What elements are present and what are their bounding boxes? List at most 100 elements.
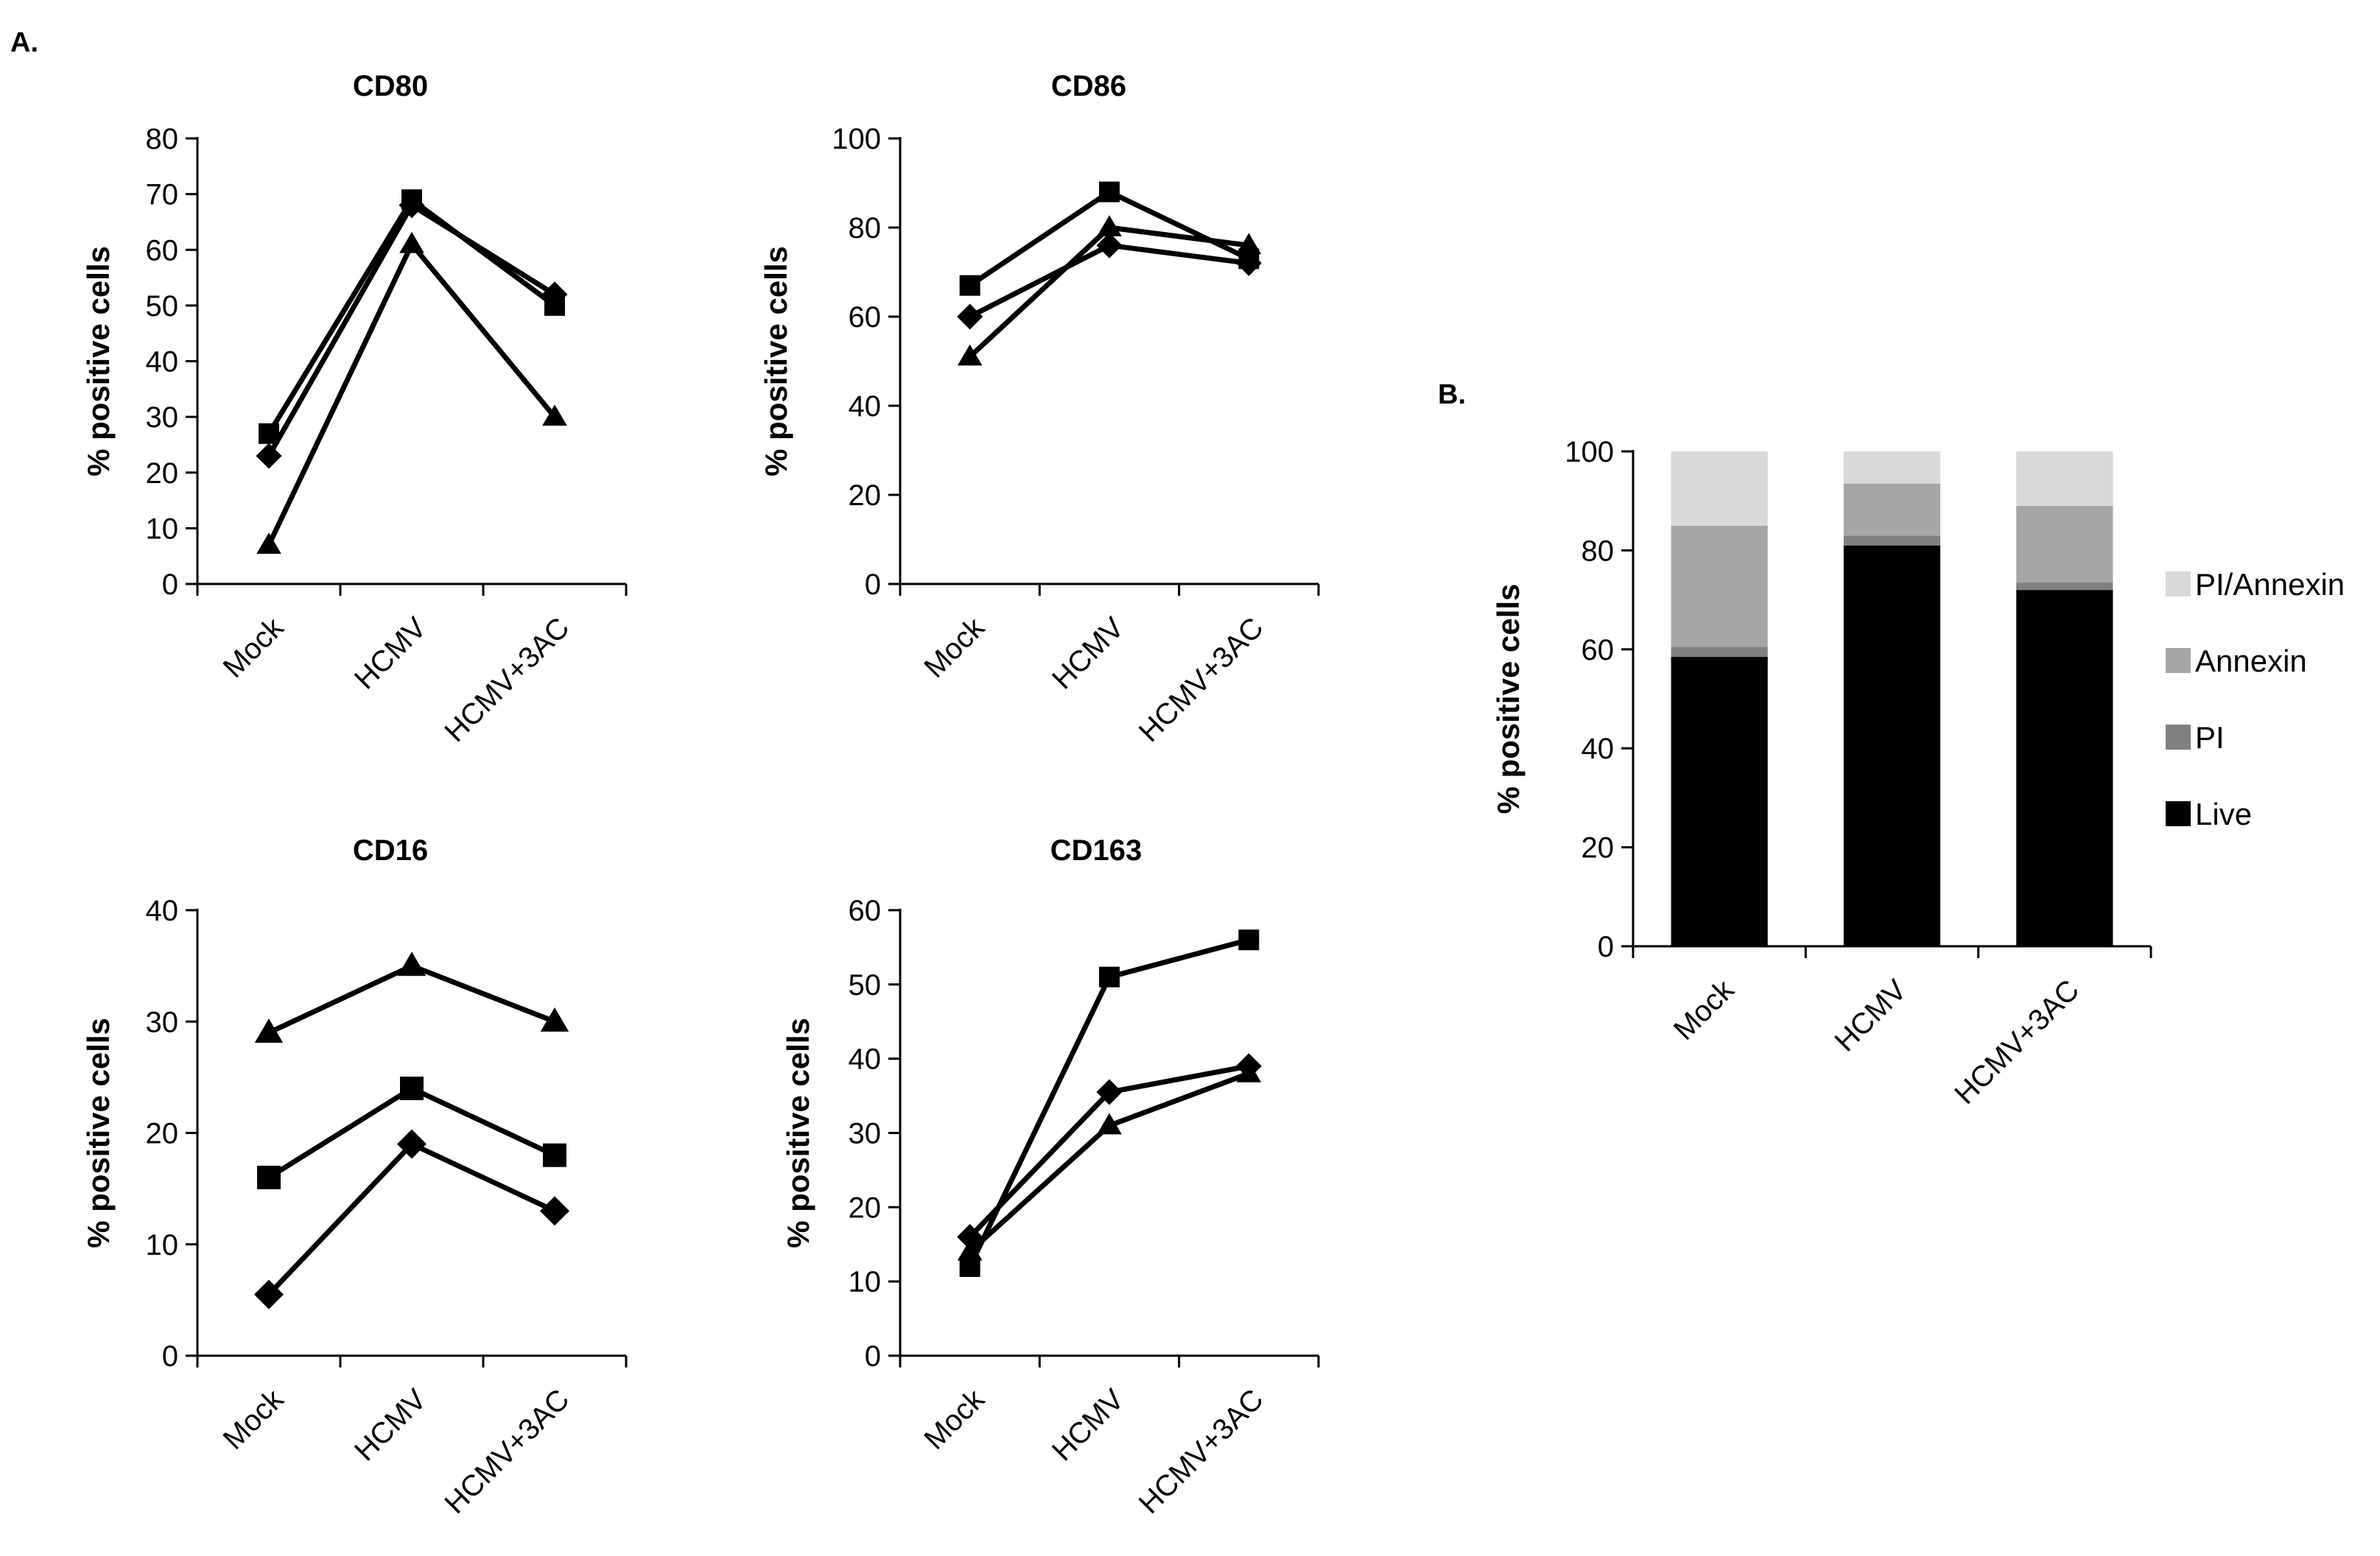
x-category-label: Mock (217, 1383, 290, 1456)
series-diamond (254, 1129, 569, 1309)
y-tick-label: 30 (146, 401, 179, 434)
x-category-label: HCMV+3AC (1948, 974, 2085, 1110)
bar-segment-live (2016, 590, 2113, 946)
data-point (397, 1129, 426, 1159)
bar-segment-pi (1843, 535, 1941, 546)
data-point (1236, 1061, 1262, 1082)
x-category-label: Mock (1668, 974, 1741, 1046)
series-line (267, 963, 556, 1035)
data-point (400, 1077, 424, 1100)
chart-title: CD80 (353, 70, 428, 102)
legend-label: PI (2195, 720, 2225, 755)
y-tick-label: 0 (865, 568, 881, 601)
data-point (1096, 1079, 1123, 1105)
chart-cd80: CD80 0 10 20 30 40 50 60 70 80 Mock HCMV HCMV+3AC % p… (81, 70, 628, 748)
data-point (1096, 232, 1123, 258)
series-square (259, 189, 565, 444)
data-point (540, 1196, 569, 1226)
legend-swatch (2166, 801, 2191, 826)
legend-label: Live (2195, 797, 2252, 831)
bar-segment-pi-annexin (1671, 451, 1768, 526)
x-category-label: HCMV+3AC (438, 1383, 575, 1520)
series-triangle (957, 1061, 1262, 1261)
y-axis-label: % positive cells (1491, 584, 1526, 814)
bar-segment-annexin (1671, 525, 1768, 647)
y-tick-label: 20 (146, 457, 179, 490)
y-tick-label: 30 (146, 1006, 179, 1038)
data-point (256, 532, 281, 554)
y-tick-label: 100 (832, 123, 881, 155)
data-point (957, 1239, 983, 1261)
x-category-label: Mock (217, 611, 290, 684)
bar-segment-annexin (2016, 505, 2113, 583)
x-category-label: HCMV (348, 611, 433, 696)
legend-swatch (2166, 725, 2191, 750)
data-point (1238, 929, 1260, 951)
data-point (254, 1279, 284, 1309)
series-triangle (256, 231, 567, 554)
x-category-label: HCMV (1828, 974, 1913, 1058)
x-category-label: HCMV+3AC (1133, 1383, 1270, 1520)
y-tick-label: 80 (146, 123, 179, 155)
y-axis-label: % positive cells (81, 246, 116, 476)
data-point (957, 303, 983, 330)
y-tick-label: 40 (146, 895, 179, 927)
legend: PI/Annexin Annexin PI Live (2166, 567, 2345, 831)
data-point (543, 1143, 566, 1167)
y-axis-label: % positive cells (781, 1018, 815, 1248)
y-tick-label: 80 (849, 212, 882, 244)
x-category-label: Mock (918, 611, 991, 684)
x-category-label: HCMV (348, 1383, 433, 1468)
y-tick-label: 30 (849, 1118, 882, 1150)
y-tick-label: 80 (1582, 535, 1615, 567)
data-point (957, 344, 983, 366)
bar-segment-pi-annexin (1843, 451, 1941, 484)
x-category-label: HCMV+3AC (438, 611, 575, 748)
y-axis-label: % positive cells (81, 1018, 116, 1248)
data-point (1235, 250, 1262, 276)
series-line (267, 1141, 556, 1297)
legend-swatch (2166, 648, 2191, 673)
bar-segment-pi (1671, 647, 1768, 657)
y-tick-label: 0 (1598, 931, 1614, 963)
bar-segment-live (1671, 656, 1768, 946)
y-tick-label: 50 (146, 290, 179, 323)
data-point (256, 443, 282, 469)
y-tick-label: 60 (849, 301, 882, 334)
y-tick-label: 50 (849, 969, 882, 1001)
y-tick-label: 20 (1582, 832, 1615, 865)
y-tick-label: 100 (1565, 436, 1614, 468)
legend-swatch (2166, 571, 2191, 596)
legend-label: Annexin (2195, 644, 2307, 678)
y-tick-label: 10 (146, 1229, 179, 1261)
y-tick-label: 10 (146, 513, 179, 545)
chart-cd16: CD16 0 10 20 30 40 Mock HCMV HCMV+3AC % positive … (81, 834, 628, 1520)
series-triangle (957, 215, 1262, 366)
x-category-label: Mock (918, 1383, 991, 1456)
bar-segment-live (1843, 545, 1941, 946)
y-tick-label: 10 (849, 1266, 882, 1298)
chart-title: CD86 (1051, 70, 1126, 102)
y-tick-label: 60 (849, 895, 882, 927)
y-tick-label: 40 (849, 1043, 882, 1076)
chart-title: CD163 (1050, 834, 1142, 867)
y-axis-label: % positive cells (759, 246, 793, 476)
series-diamond (256, 192, 568, 469)
y-tick-label: 0 (162, 1340, 178, 1373)
y-tick-label: 40 (849, 390, 882, 423)
data-point (1099, 966, 1120, 988)
data-point (1236, 233, 1262, 255)
data-point (541, 281, 568, 308)
x-category-label: HCMV (1046, 1383, 1131, 1468)
series-square (257, 1077, 566, 1189)
data-point (254, 1018, 284, 1043)
series-triangle (254, 951, 569, 1043)
data-point (1097, 1113, 1122, 1135)
series-line (266, 242, 557, 546)
chart-viability: 0 20 40 60 80 100 Mock HCMV HCMV+3AC % positive c… (1491, 436, 2345, 1110)
x-category-label: HCMV+3AC (1133, 611, 1270, 748)
chart-title: CD16 (353, 834, 428, 867)
data-point (959, 275, 980, 296)
